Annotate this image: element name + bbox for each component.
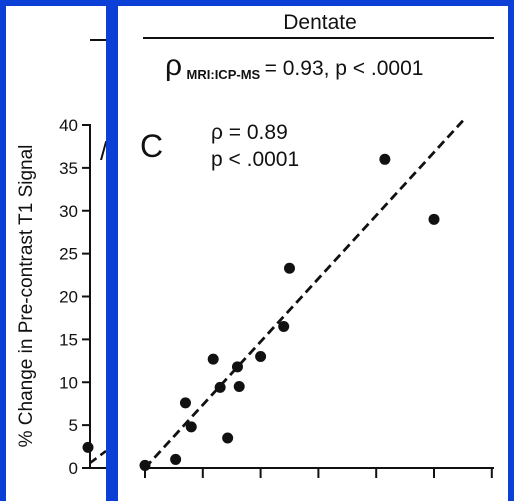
y-tick-label: 35: [59, 159, 78, 178]
data-point: [185, 421, 197, 433]
data-point: [207, 353, 219, 365]
panel-letter: C: [140, 128, 163, 164]
back-panel-fit-fragment: [89, 449, 107, 465]
y-tick-label: 30: [59, 202, 78, 221]
header-stat: ρ MRI:ICP-MS = 0.93, p < .0001: [165, 49, 423, 83]
panel-divider: [106, 6, 118, 501]
data-point: [255, 351, 267, 363]
data-point: [179, 397, 191, 409]
data-point: [170, 453, 182, 465]
header-title: Dentate: [283, 11, 357, 34]
back-data-point: [82, 441, 94, 453]
y-tick-label: 0: [69, 459, 78, 478]
data-point: [222, 432, 234, 444]
fit-line: [143, 119, 464, 469]
back-panel-points: [82, 441, 94, 453]
data-point: [379, 153, 391, 165]
back-panel-fragment: /: [100, 136, 108, 166]
y-tick-label: 5: [69, 416, 78, 435]
header-stat-subscript: MRI:ICP-MS: [187, 67, 261, 82]
y-axis-title: % Change in Pre-contrast T1 Signal: [16, 145, 37, 448]
data-points: [139, 153, 440, 471]
data-point: [214, 381, 226, 393]
y-tick-label: 20: [59, 288, 78, 307]
annotation-rho: ρ = 0.89: [211, 121, 288, 144]
y-axis: 0 5 10 15 20 25 30 35 40: [59, 116, 106, 478]
data-point: [428, 213, 440, 225]
annotation-p: p < .0001: [211, 148, 299, 171]
data-point: [284, 262, 295, 274]
y-tick-label: 10: [59, 373, 78, 392]
front-panel: [118, 6, 508, 501]
header-stat-value: = 0.93, p < .0001: [265, 57, 424, 80]
data-point: [139, 459, 151, 471]
data-point: [231, 361, 243, 373]
data-point: [278, 321, 290, 333]
y-tick-label: 15: [59, 330, 78, 349]
y-tick-label: 40: [59, 116, 78, 135]
data-point: [233, 381, 245, 393]
y-tick-label: 25: [59, 245, 78, 264]
x-axis: [144, 467, 494, 478]
header-stat-rho: ρ: [165, 49, 182, 82]
